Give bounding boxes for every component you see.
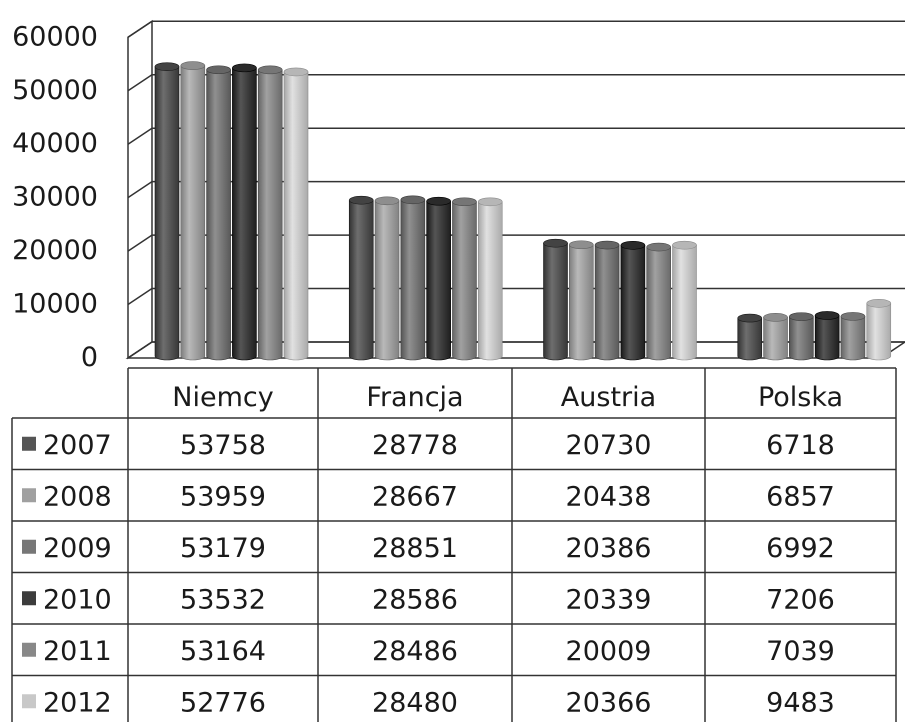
- category-label-Niemcy: Niemcy: [172, 382, 273, 413]
- table-cell-2008-Polska: 6857: [766, 481, 835, 512]
- bar-Polska-2008: [763, 313, 788, 361]
- bar-Francja-2007: [348, 195, 374, 361]
- bar-Austria-2007: [543, 238, 568, 361]
- series-label-2007: 2007: [43, 430, 112, 461]
- legend-key-2012: [22, 694, 36, 709]
- bar-Austria-2012: [672, 240, 697, 361]
- bar-Niemcy-2009: [206, 65, 231, 361]
- table-cell-2007-Niemcy: 53758: [180, 430, 266, 461]
- legend-key-2010: [22, 591, 36, 606]
- y-tick-label: 40000: [12, 128, 98, 159]
- bar-Austria-2008: [568, 240, 594, 361]
- gridline-slant: [127, 181, 153, 199]
- y-tick-label: 10000: [12, 289, 98, 320]
- series-label-2009: 2009: [43, 533, 112, 564]
- gridline-slant: [127, 127, 153, 145]
- table-cell-2007-Polska: 6718: [766, 430, 835, 461]
- bar-Polska-2007: [737, 313, 763, 361]
- bar-Polska-2011: [840, 312, 866, 361]
- table-cell-2012-Niemcy: 52776: [180, 687, 266, 718]
- bar-Francja-2012: [477, 197, 503, 361]
- series-label-2010: 2010: [43, 584, 112, 615]
- table-cell-2011-Niemcy: 53164: [180, 636, 266, 667]
- bar-Francja-2010: [426, 196, 451, 361]
- y-tick-label: 60000: [12, 21, 98, 52]
- table-cell-2012-Francja: 28480: [372, 687, 458, 718]
- bar-Austria-2009: [594, 240, 620, 361]
- table-cell-2010-Niemcy: 53532: [180, 584, 266, 615]
- data-table: Niemcy Francja Austria Polska 2007 53758 28778…: [11, 367, 897, 722]
- legend-key-2008: [22, 488, 36, 503]
- table-cell-2011-Austria: 20009: [566, 636, 652, 667]
- bar-Francja-2009: [400, 195, 426, 361]
- table-cell-2011-Polska: 7039: [766, 636, 835, 667]
- y-axis-tick-labels: 0 10000 20000 30000 40000 50000 60000: [12, 21, 98, 373]
- series-label-2011: 2011: [43, 636, 112, 667]
- gridline-slant: [127, 234, 153, 252]
- bar-Niemcy-2007: [154, 62, 180, 361]
- category-label-Austria: Austria: [561, 382, 656, 413]
- y-tick-label: 50000: [12, 75, 98, 106]
- table-cell-2009-Austria: 20386: [566, 533, 652, 564]
- table-cell-2008-Niemcy: 53959: [180, 481, 266, 512]
- y-tick-label: 20000: [12, 235, 98, 266]
- bar-Niemcy-2012: [283, 67, 309, 361]
- bar-Niemcy-2010: [232, 63, 257, 361]
- series-label-2008: 2008: [43, 481, 112, 512]
- bar-Francja-2008: [374, 196, 400, 361]
- table-cell-2009-Niemcy: 53179: [180, 533, 266, 564]
- category-label-Francja: Francja: [366, 382, 463, 413]
- legend-key-2007: [22, 436, 36, 451]
- table-cell-2010-Austria: 20339: [566, 584, 652, 615]
- bar-Niemcy-2011: [257, 65, 283, 361]
- gridline-slant: [127, 287, 153, 306]
- bar-Polska-2010: [814, 311, 840, 361]
- y-tick-label: 30000: [12, 182, 98, 213]
- table-cell-2012-Polska: 9483: [766, 687, 835, 718]
- table-cell-2012-Austria: 20366: [566, 687, 652, 718]
- table-cell-2008-Francja: 28667: [372, 481, 458, 512]
- bar-Niemcy-2008: [180, 61, 206, 361]
- legend-key-2011: [22, 642, 36, 657]
- table-cell-2008-Austria: 20438: [566, 481, 652, 512]
- y-tick-label: 0: [81, 342, 98, 373]
- bar-Austria-2010: [620, 240, 646, 361]
- series-label-2012: 2012: [43, 687, 112, 718]
- bar-Francja-2011: [452, 197, 477, 361]
- bar-Polska-2012: [866, 299, 892, 361]
- gridline-slant: [127, 341, 153, 359]
- gridline-slant: [127, 74, 153, 92]
- table-cell-2007-Francja: 28778: [372, 430, 458, 461]
- bar-Austria-2011: [646, 242, 672, 361]
- gridline-slant: [127, 20, 153, 38]
- table-cell-2009-Polska: 6992: [766, 533, 835, 564]
- table-cell-2007-Austria: 20730: [566, 430, 652, 461]
- table-cell-2011-Francja: 28486: [372, 636, 458, 667]
- legend-key-2009: [22, 539, 36, 554]
- bars: [154, 61, 892, 361]
- category-label-Polska: Polska: [758, 382, 843, 413]
- table-cell-2010-Francja: 28586: [372, 584, 458, 615]
- table-cell-2010-Polska: 7206: [766, 584, 835, 615]
- bar-Polska-2009: [789, 312, 814, 361]
- table-cell-2009-Francja: 28851: [372, 533, 458, 564]
